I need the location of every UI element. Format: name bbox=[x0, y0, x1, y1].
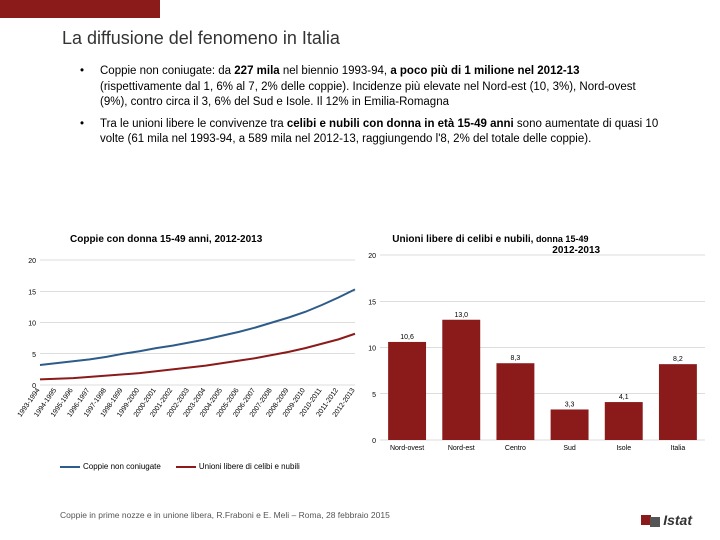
legend-item-0: Coppie non coniugate bbox=[83, 462, 161, 471]
bullet-1: Coppie non coniugate: da 227 mila nel bi… bbox=[100, 64, 660, 111]
svg-text:10,6: 10,6 bbox=[400, 334, 414, 341]
svg-text:10: 10 bbox=[368, 346, 376, 353]
topbar-accent bbox=[0, 0, 160, 18]
svg-text:Sud: Sud bbox=[563, 445, 576, 452]
svg-text:3,3: 3,3 bbox=[565, 401, 575, 408]
chart1-legend: Coppie non coniugate Unioni libere di ce… bbox=[60, 462, 300, 471]
svg-text:Isole: Isole bbox=[616, 445, 631, 452]
svg-text:Italia: Italia bbox=[671, 445, 686, 452]
svg-text:13,0: 13,0 bbox=[454, 312, 468, 319]
svg-text:10: 10 bbox=[28, 321, 36, 328]
svg-text:5: 5 bbox=[32, 352, 36, 359]
svg-text:15: 15 bbox=[368, 299, 376, 306]
svg-text:4,1: 4,1 bbox=[619, 394, 629, 401]
svg-text:15: 15 bbox=[28, 289, 36, 296]
chart1-title: Coppie con donna 15-49 anni, 2012-2013 bbox=[70, 234, 262, 256]
istat-logo: Istat bbox=[641, 512, 692, 528]
svg-text:5: 5 bbox=[372, 392, 376, 399]
line-chart: 051015201993-19941994-19951995-19961996-… bbox=[10, 255, 360, 470]
page-title: La diffusione del fenomeno in Italia bbox=[62, 28, 340, 49]
svg-text:Nord-ovest: Nord-ovest bbox=[390, 445, 424, 452]
svg-text:Centro: Centro bbox=[505, 445, 526, 452]
svg-text:20: 20 bbox=[28, 258, 36, 265]
svg-text:8,2: 8,2 bbox=[673, 356, 683, 363]
svg-text:20: 20 bbox=[368, 253, 376, 260]
svg-text:Nord-est: Nord-est bbox=[448, 445, 475, 452]
footer-citation: Coppie in prime nozze e in unione libera… bbox=[60, 510, 390, 520]
svg-text:0: 0 bbox=[372, 438, 376, 445]
bar-chart: 0 5 10 15 20 10,6 Nord-ovest 13,0 Nord-est 8,3 Cen… bbox=[355, 250, 715, 470]
svg-text:8,3: 8,3 bbox=[511, 355, 521, 362]
legend-item-1: Unioni libere di celibi e nubili bbox=[199, 462, 300, 471]
bullet-list: •Coppie non coniugate: da 227 mila nel b… bbox=[80, 64, 660, 154]
bullet-2: Tra le unioni libere le convivenze tra c… bbox=[100, 117, 660, 148]
